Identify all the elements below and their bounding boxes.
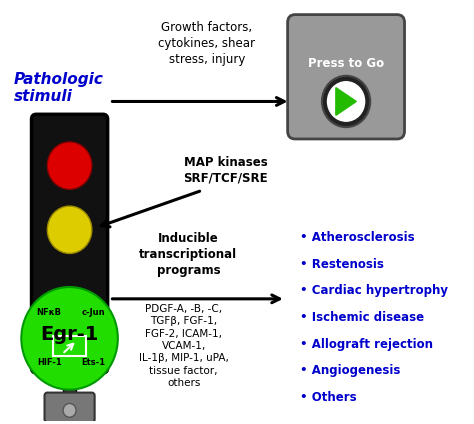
- Text: • Ischemic disease: • Ischemic disease: [300, 311, 424, 324]
- Text: • Allograft rejection: • Allograft rejection: [300, 338, 433, 351]
- Circle shape: [47, 142, 92, 189]
- Text: Pathologic
stimuli: Pathologic stimuli: [14, 72, 104, 104]
- Text: NFκB: NFκB: [36, 308, 62, 317]
- Text: • Cardiac hypertrophy: • Cardiac hypertrophy: [300, 285, 447, 298]
- Circle shape: [21, 287, 118, 390]
- Bar: [63, 368, 76, 396]
- Circle shape: [47, 206, 92, 254]
- Text: Egr-1: Egr-1: [40, 325, 99, 344]
- Polygon shape: [336, 88, 356, 115]
- Text: MAP kinases
SRF/TCF/SRE: MAP kinases SRF/TCF/SRE: [183, 156, 268, 185]
- Text: HIF-1: HIF-1: [37, 357, 62, 366]
- Text: • Atherosclerosis: • Atherosclerosis: [300, 231, 414, 244]
- Text: Growth factors,
cytokines, shear
stress, injury: Growth factors, cytokines, shear stress,…: [158, 20, 255, 66]
- Text: Ets-1: Ets-1: [82, 357, 106, 366]
- Bar: [329, 19, 363, 34]
- FancyBboxPatch shape: [32, 114, 108, 373]
- Text: • Angiogenesis: • Angiogenesis: [300, 364, 400, 377]
- Text: c-Jun: c-Jun: [82, 308, 106, 317]
- Circle shape: [63, 404, 76, 417]
- Text: • Restenosis: • Restenosis: [300, 258, 383, 271]
- FancyBboxPatch shape: [288, 14, 404, 139]
- Text: • Others: • Others: [300, 391, 356, 404]
- Text: Inducible
transcriptional
programs: Inducible transcriptional programs: [139, 232, 237, 277]
- FancyBboxPatch shape: [45, 393, 95, 422]
- Text: Press to Go: Press to Go: [308, 58, 384, 70]
- Circle shape: [328, 82, 365, 121]
- Circle shape: [322, 76, 370, 127]
- Bar: [329, 119, 363, 135]
- Text: PDGF-A, -B, -C,
TGFβ, FGF-1,
FGF-2, ICAM-1,
VCAM-1,
IL-1β, MIP-1, uPA,
tissue fa: PDGF-A, -B, -C, TGFβ, FGF-1, FGF-2, ICAM…: [139, 304, 228, 388]
